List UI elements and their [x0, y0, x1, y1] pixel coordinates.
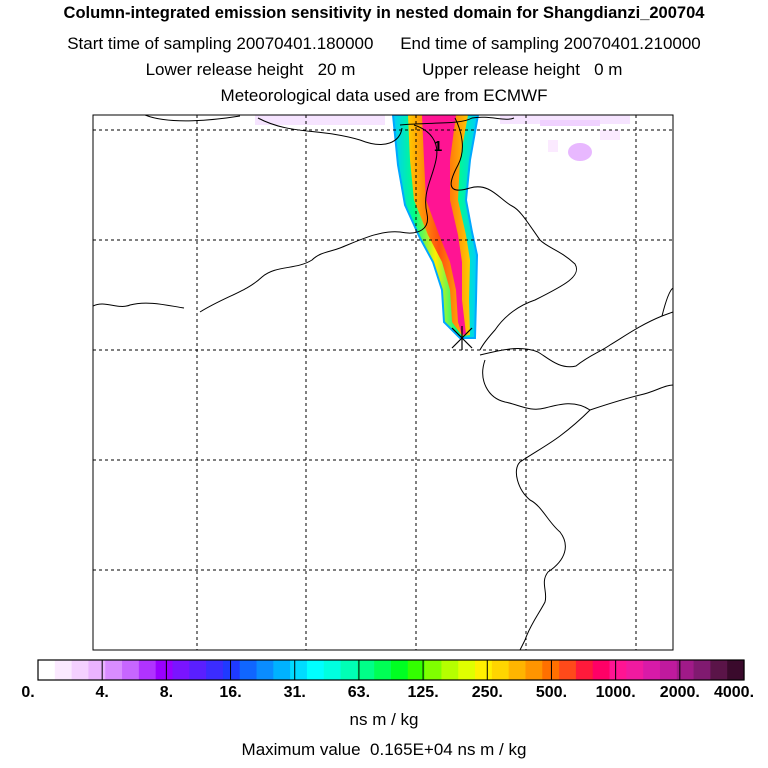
colorbar-cell	[323, 660, 342, 680]
max-value-number: 0.165E+04	[370, 740, 453, 759]
colorbar-tick-label: 31.	[283, 684, 306, 701]
met-data-note: Meteorological data used are from ECMWF	[220, 86, 548, 105]
colorbar-cell	[71, 660, 90, 680]
colorbar-cell	[391, 660, 409, 680]
colorbar-cell	[122, 660, 140, 680]
colorbar-cell	[54, 660, 73, 680]
colorbar-units: ns m / kg	[349, 710, 419, 729]
colorbar-tick-label: 4000.	[713, 684, 755, 701]
colorbar-tick-label: 250.	[471, 684, 503, 701]
colorbar-tick-label: 1000.	[595, 684, 636, 701]
colorbar-tick-label: 4.	[95, 684, 109, 701]
colorbar-cell	[424, 660, 443, 680]
colorbar-cell	[374, 660, 392, 680]
colorbar-cell	[693, 660, 711, 680]
colorbar-tick-label: 500.	[535, 684, 568, 701]
colorbar-cell	[206, 660, 224, 680]
colorbar-cell	[189, 660, 207, 680]
start-time-value: 20070401.180000	[236, 34, 374, 53]
colorbar-cell	[306, 660, 325, 680]
colorbar-cell	[105, 660, 123, 680]
max-value-label: Maximum value	[241, 740, 361, 759]
colorbar-cell	[559, 660, 577, 680]
colorbar-cell	[626, 660, 644, 680]
colorbar-cell	[38, 660, 56, 680]
colorbar-cell	[458, 660, 476, 680]
max-value-units: ns m / kg	[457, 740, 527, 759]
colorbar-cell	[273, 660, 291, 680]
colorbar-cell	[710, 660, 728, 680]
upper-height-label: Upper release height	[422, 60, 580, 79]
colorbar-cell	[643, 660, 661, 680]
colorbar-cell	[508, 660, 527, 680]
lower-height-label: Lower release height	[145, 60, 304, 79]
colorbar-cell	[491, 660, 510, 680]
colorbar-cell	[357, 660, 375, 680]
colorbar-cell	[525, 660, 543, 680]
colorbar-cell	[138, 660, 157, 680]
colorbar-cell	[592, 660, 611, 680]
colorbar	[38, 660, 745, 680]
end-time-value: 20070401.210000	[563, 34, 701, 53]
colorbar-cell	[88, 660, 106, 680]
colorbar-cell	[155, 660, 174, 680]
colorbar-cell	[239, 660, 258, 680]
maximum-value-line: Maximum value 0.165E+04 ns m / kg	[0, 740, 768, 760]
lower-height-value: 20 m	[317, 60, 356, 79]
colorbar-cell	[659, 660, 678, 680]
start-time-label: Start time of sampling	[67, 34, 232, 53]
coastlines	[93, 115, 673, 650]
map-content: 1	[93, 115, 673, 650]
colorbar-cell	[676, 660, 695, 680]
end-time-label: End time of sampling	[400, 34, 559, 53]
colorbar-cell	[575, 660, 594, 680]
colorbar-cell	[475, 660, 493, 680]
colorbar-cell	[441, 660, 459, 680]
colorbar-tick-label: 63.	[347, 684, 371, 701]
colorbar-cell	[290, 660, 308, 680]
colorbar-frame	[37, 659, 745, 681]
map-frame	[92, 114, 674, 651]
plume-label: 1	[434, 138, 442, 155]
colorbar-tick-label: 0.	[21, 684, 35, 701]
colorbar-cell	[727, 660, 745, 680]
colorbar-cell	[340, 660, 358, 680]
colorbar-cell	[609, 660, 627, 680]
colorbar-tick-label: 125.	[407, 684, 439, 701]
colorbar-tick-label: 16.	[219, 684, 242, 701]
colorbar-cell	[172, 660, 190, 680]
colorbar-cell	[407, 660, 426, 680]
release-point-x-marker-icon	[451, 326, 473, 350]
plot-title: Column-integrated emission sensitivity i…	[63, 4, 705, 22]
low-sensitivity-patches	[255, 115, 630, 161]
sampling-times: Start time of sampling 20070401.180000 E…	[0, 34, 768, 54]
lat-lon-grid	[93, 115, 673, 650]
colorbar-tick-label: 2000.	[659, 684, 700, 701]
release-heights: Lower release height 20 m Upper release …	[0, 60, 768, 80]
upper-height-value: 0 m	[594, 60, 623, 79]
colorbar-tick-label: 8.	[159, 684, 174, 701]
colorbar-cell	[222, 660, 241, 680]
colorbar-cell	[256, 660, 274, 680]
